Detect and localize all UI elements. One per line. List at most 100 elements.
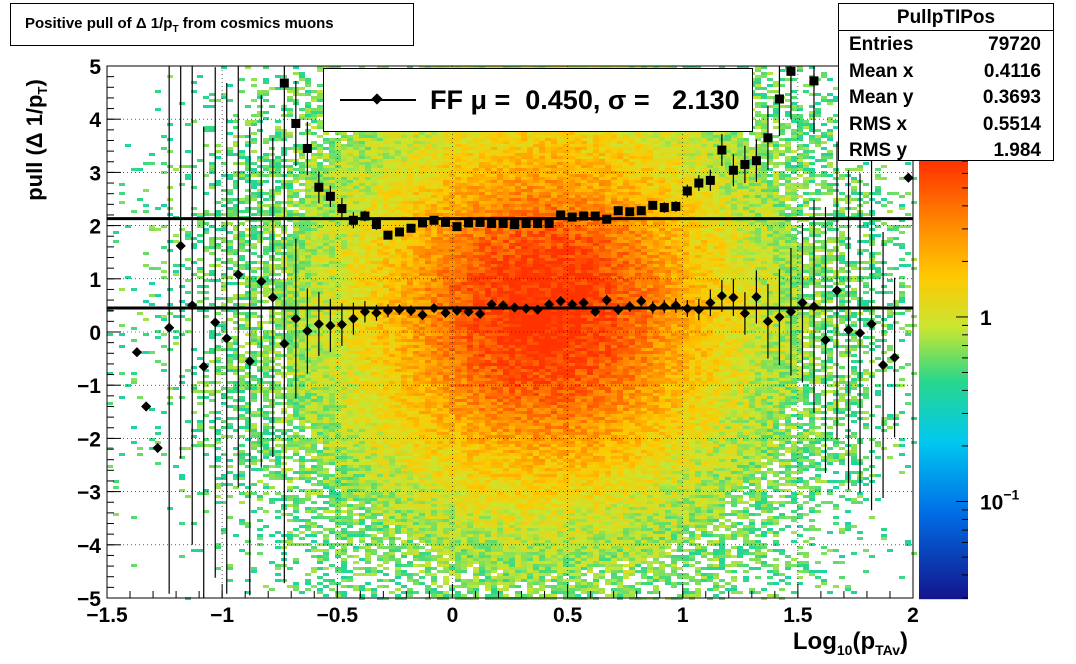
heatmap-cell [377,378,383,381]
heatmap-cell [197,300,203,303]
heatmap-cell [353,300,359,303]
heatmap-cell [257,276,263,279]
heatmap-cell [287,348,293,351]
heatmap-cell [317,351,323,354]
heatmap-cell [317,234,323,237]
heatmap-cell [209,444,215,447]
heatmap-cell [287,240,293,243]
heatmap-cell [203,246,209,249]
heatmap-cell [287,303,293,306]
heatmap-cell [359,588,365,591]
heatmap-cell [419,420,425,423]
heatmap-cell [335,159,341,162]
heatmap-cell [413,165,419,168]
heatmap-cell [407,258,413,261]
heatmap-cell [311,180,317,183]
heatmap-cell [263,336,269,339]
heatmap-cell [407,147,413,150]
heatmap-cell [431,357,437,360]
heatmap-cell [323,453,329,456]
heatmap-cell [353,444,359,447]
heatmap-cell [377,261,383,264]
heatmap-cell [251,132,257,135]
heatmap-cell [149,267,155,270]
heatmap-cell [407,465,413,468]
heatmap-cell [293,189,299,192]
heatmap-cell [191,243,197,246]
heatmap-cell [197,219,203,222]
heatmap-cell [257,204,263,207]
heatmap-cell [425,444,431,447]
heatmap-cell [389,180,395,183]
heatmap-cell [347,159,353,162]
heatmap-cell [407,444,413,447]
heatmap-cell [365,480,371,483]
heatmap-cell [365,495,371,498]
heatmap-cell [425,150,431,153]
heatmap-cell [341,495,347,498]
heatmap-cell [401,381,407,384]
heatmap-cell [215,369,221,372]
heatmap-cell [251,123,257,126]
heatmap-cell [419,297,425,300]
heatmap-cell [365,201,371,204]
heatmap-cell [119,288,125,291]
heatmap-cell [257,507,263,510]
heatmap-cell [389,132,395,135]
heatmap-cell [377,348,383,351]
heatmap-cell [377,474,383,477]
heatmap-cell [197,75,203,78]
heatmap-cell [401,369,407,372]
heatmap-cell [233,387,239,390]
heatmap-cell [335,189,341,192]
heatmap-cell [365,411,371,414]
heatmap-cell [263,366,269,369]
heatmap-cell [413,528,419,531]
heatmap-cell [407,510,413,513]
heatmap-cell [149,447,155,450]
heatmap-cell [359,252,365,255]
heatmap-cell [311,354,317,357]
heatmap-cell [263,405,269,408]
heatmap-cell [371,165,377,168]
heatmap-cell [221,96,227,99]
heatmap-cell [335,378,341,381]
heatmap-cell [305,444,311,447]
heatmap-cell [239,150,245,153]
heatmap-cell [383,480,389,483]
heatmap-cell [311,333,317,336]
heatmap-cell [371,318,377,321]
heatmap-cell [221,531,227,534]
heatmap-cell [365,279,371,282]
heatmap-cell [431,375,437,378]
heatmap-cell [371,252,377,255]
heatmap-cell [395,219,401,222]
heatmap-cell [317,240,323,243]
heatmap-cell [287,300,293,303]
heatmap-cell [371,423,377,426]
heatmap-cell [395,588,401,591]
heatmap-cell [401,156,407,159]
heatmap-cell [425,558,431,561]
heatmap-cell [119,396,125,399]
heatmap-cell [389,402,395,405]
heatmap-cell [317,492,323,495]
heatmap-cell [341,498,347,501]
heatmap-cell [317,525,323,528]
heatmap-cell [383,219,389,222]
heatmap-cell [341,486,347,489]
heatmap-cell [359,351,365,354]
heatmap-cell [233,429,239,432]
heatmap-cell [299,204,305,207]
heatmap-cell [347,333,353,336]
heatmap-cell [245,285,251,288]
heatmap-cell [365,528,371,531]
heatmap-cell [401,177,407,180]
heatmap-cell [323,180,329,183]
heatmap-cell [347,294,353,297]
heatmap-cell [371,504,377,507]
heatmap-cell [257,414,263,417]
heatmap-cell [299,183,305,186]
heatmap-cell [317,204,323,207]
heatmap-cell [257,435,263,438]
